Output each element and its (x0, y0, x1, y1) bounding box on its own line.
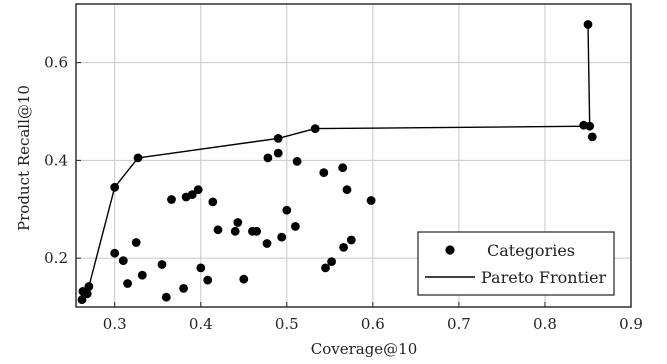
category-point (77, 295, 87, 305)
plot-frame (75, 3, 632, 308)
y-tick-label: 0.6 (44, 54, 68, 72)
category-point (273, 134, 283, 143)
x-tick-label: 0.5 (275, 315, 299, 333)
axis-ticks: 0.3 0.4 0.5 0.6 0.7 0.8 0.9 0.2 0.4 0.6 (44, 54, 643, 333)
y-axis-label: Product Recall@10 (15, 85, 33, 231)
category-point (230, 226, 240, 236)
scatter-points-layer (77, 20, 597, 305)
category-point (338, 163, 348, 173)
category-point (84, 282, 94, 291)
category-point (277, 232, 287, 242)
legend: Categories Pareto Frontier (417, 231, 615, 296)
category-point (292, 157, 302, 166)
category-point (167, 195, 176, 204)
x-tick-label: 0.7 (447, 315, 471, 333)
legend-label-categories: Categories (487, 241, 575, 260)
x-axis-label: Coverage@10 (311, 340, 418, 358)
category-point (110, 182, 120, 192)
category-point (263, 153, 273, 163)
category-point (208, 197, 218, 207)
category-point (282, 205, 292, 215)
category-point (342, 185, 352, 195)
category-point (273, 148, 283, 158)
category-point (110, 248, 120, 258)
x-tick-label: 0.4 (189, 315, 213, 333)
category-point (123, 279, 132, 288)
category-point (137, 270, 147, 280)
category-point (310, 124, 320, 133)
pareto-frontier-layer (81, 24, 591, 301)
legend-box (417, 231, 615, 296)
category-point (262, 239, 272, 248)
category-point (187, 190, 197, 200)
category-point (193, 185, 203, 195)
category-point (339, 243, 348, 252)
category-point (233, 218, 243, 227)
y-tick-label: 0.4 (44, 151, 68, 169)
category-point (131, 238, 141, 247)
category-point (213, 225, 223, 235)
category-point (161, 292, 171, 302)
x-tick-label: 0.9 (619, 315, 643, 333)
pareto-frontier-line (81, 24, 591, 301)
x-tick-label: 0.8 (533, 315, 557, 333)
category-point (203, 275, 213, 285)
category-point (366, 196, 376, 205)
category-point (327, 257, 336, 266)
category-point (346, 235, 356, 245)
category-point (179, 284, 189, 293)
legend-label-pareto-frontier: Pareto Frontier (481, 268, 607, 287)
category-point (583, 20, 593, 29)
category-point (157, 260, 167, 269)
legend-marker-categories (445, 245, 455, 255)
category-point (585, 121, 595, 131)
category-point (133, 153, 143, 163)
category-point (239, 274, 249, 284)
category-point (291, 222, 300, 231)
category-point (196, 263, 206, 273)
category-point (587, 132, 597, 142)
category-point (118, 256, 128, 265)
y-tick-label: 0.2 (44, 249, 68, 267)
category-point (82, 289, 92, 299)
category-point (319, 168, 329, 178)
x-tick-label: 0.6 (361, 315, 385, 333)
x-tick-label: 0.3 (103, 315, 127, 333)
category-point (252, 226, 262, 236)
category-point (321, 263, 330, 273)
